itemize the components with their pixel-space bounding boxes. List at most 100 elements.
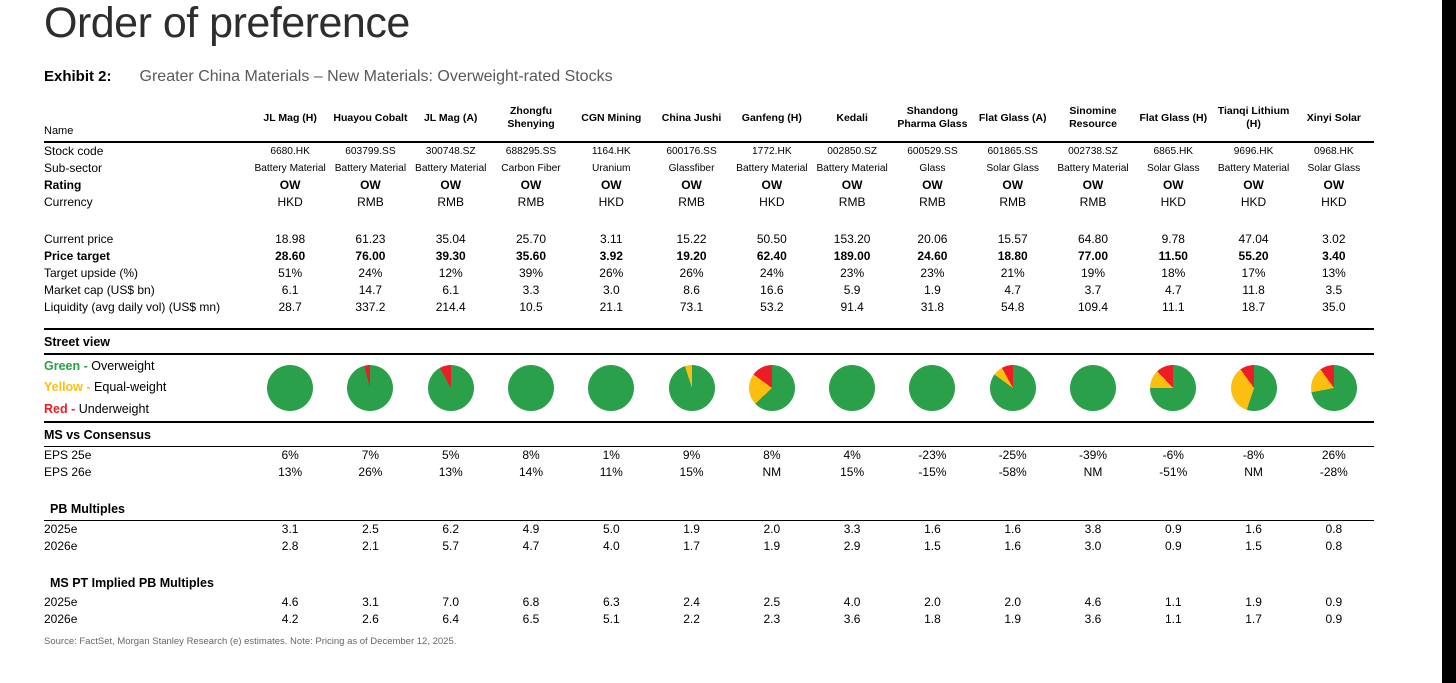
value-cell: 20.06 — [917, 232, 948, 247]
value-cell: 10.5 — [519, 300, 543, 315]
table-row-currency: Currency HKD RMB RMB RMB HKD RMB HKD RMB RMB RMB RM… — [44, 194, 1374, 211]
column-header: Kedali — [836, 111, 868, 124]
value-cell: 4.6 — [1084, 595, 1102, 610]
value-cell: Battery Material — [1217, 162, 1290, 174]
column-header: China Jushi — [661, 111, 722, 124]
column-header: Xinyi Solar — [1306, 111, 1361, 124]
street-view-pie-cell — [1053, 365, 1133, 412]
value-cell: 153.20 — [833, 232, 871, 247]
street-view-pie-cell — [571, 365, 651, 412]
column-header: Flat Glass (A) — [978, 111, 1047, 124]
row-spacer — [44, 555, 1374, 571]
value-cell: RMB — [919, 195, 946, 210]
street-view-pie-cell — [330, 365, 410, 412]
value-cell: 4.6 — [281, 595, 299, 610]
row-spacer — [44, 481, 1374, 497]
row-spacer — [44, 316, 1374, 328]
street-view-pie-cell — [892, 365, 972, 412]
street-view-pie-chart — [427, 365, 474, 412]
value-cell: 26% — [679, 266, 704, 281]
value-cell: 4.7 — [1004, 283, 1022, 298]
section-row-pb_multiples: PB Multiples — [44, 497, 1374, 522]
row-label: 2026e — [44, 539, 78, 554]
value-cell: -6% — [1162, 448, 1184, 463]
value-cell: 9% — [682, 448, 701, 463]
value-cell: 17% — [1241, 266, 1266, 281]
table-row-target_upside: Target upside (%) 51% 24% 12% 39% 26% 26% 24% 23… — [44, 265, 1374, 282]
legend-color-word: Yellow - — [44, 380, 91, 395]
row-label: Sub-sector — [44, 161, 103, 176]
value-cell: OW — [600, 178, 622, 193]
value-cell: 1.1 — [1164, 595, 1182, 610]
value-cell: 18% — [1161, 266, 1186, 281]
value-cell: 54.8 — [1001, 300, 1025, 315]
value-cell: 24% — [759, 266, 784, 281]
street-view-pie-cell — [732, 365, 812, 412]
value-cell: 4.2 — [281, 612, 299, 627]
value-cell: 688295.SS — [505, 145, 557, 157]
value-cell: 19.20 — [676, 249, 707, 264]
street-view-pie-cell — [1213, 365, 1293, 412]
value-cell: 50.50 — [756, 232, 787, 247]
value-cell: 2.5 — [763, 595, 781, 610]
value-cell: -15% — [918, 465, 947, 480]
value-cell: 1.6 — [1004, 539, 1022, 554]
row-spacer — [44, 316, 1374, 328]
column-header: Flat Glass (H) — [1139, 111, 1208, 124]
value-cell: 0968.HK — [1314, 145, 1354, 157]
value-cell: 603799.SS — [345, 145, 396, 157]
value-cell: 4.9 — [522, 522, 540, 537]
value-cell: 5.1 — [602, 612, 620, 627]
value-cell: 6% — [281, 448, 299, 463]
value-cell: HKD — [598, 195, 624, 210]
street-view-pie-cell — [973, 365, 1053, 412]
value-cell: 5.0 — [602, 522, 620, 537]
name-column-label: Name — [44, 125, 74, 138]
row-label: Stock code — [44, 144, 104, 159]
value-cell: 15% — [679, 465, 704, 480]
value-cell: 14.7 — [358, 283, 383, 298]
value-cell: OW — [1323, 178, 1345, 193]
value-cell: 9696.HK — [1233, 145, 1274, 157]
legend-item: Yellow - Equal-weight — [44, 377, 250, 399]
value-cell: OW — [761, 178, 783, 193]
value-cell: 15% — [840, 465, 865, 480]
value-cell: 1.9 — [1245, 595, 1262, 610]
value-cell: 2.0 — [1004, 595, 1022, 610]
value-cell: OW — [1002, 178, 1024, 193]
section-row-ms_vs_consensus: MS vs Consensus — [44, 421, 1374, 448]
row-label: Market cap (US$ bn) — [44, 283, 155, 298]
row-spacer — [44, 481, 1374, 497]
legend-color-word: Green - — [44, 358, 88, 373]
value-cell: 6.4 — [442, 612, 460, 627]
table-row-pb_2026e: 2026e 2.8 2.1 5.7 4.7 4.0 1.7 1.9 2.9 1.5 1.6 3.0 0.… — [44, 538, 1374, 555]
value-cell: 13% — [278, 465, 303, 480]
value-cell: 1.6 — [1004, 522, 1022, 537]
value-cell: 3.0 — [1084, 539, 1102, 554]
row-label: 2025e — [44, 595, 78, 610]
source-note: Source: FactSet, Morgan Stanley Research… — [44, 636, 457, 648]
row-spacer — [44, 211, 1374, 231]
street-view-pie-cell — [1133, 365, 1213, 412]
street-view-pie-chart — [668, 365, 715, 412]
value-cell: 3.11 — [600, 232, 623, 247]
value-cell: 15.22 — [676, 232, 707, 247]
value-cell: RMB — [357, 195, 384, 210]
value-cell: RMB — [678, 195, 705, 210]
value-cell: OW — [1162, 178, 1184, 193]
street-view-pie-chart — [1230, 365, 1277, 412]
value-cell: 6.1 — [442, 283, 460, 298]
value-cell: -39% — [1078, 448, 1107, 463]
value-cell: 9.78 — [1161, 232, 1185, 247]
value-cell: 8% — [522, 448, 540, 463]
value-cell: OW — [360, 178, 381, 193]
street-view-pie-chart — [507, 365, 554, 412]
value-cell: 26% — [1321, 448, 1346, 463]
value-cell: 91.4 — [840, 300, 864, 315]
value-cell: 6865.HK — [1153, 145, 1194, 157]
column-header: JL Mag (H) — [263, 111, 317, 124]
value-cell: 1.5 — [1245, 539, 1262, 554]
value-cell: 4.7 — [522, 539, 540, 554]
table-row-liquidity: Liquidity (avg daily vol) (US$ mn) 28.7 33… — [44, 299, 1374, 316]
